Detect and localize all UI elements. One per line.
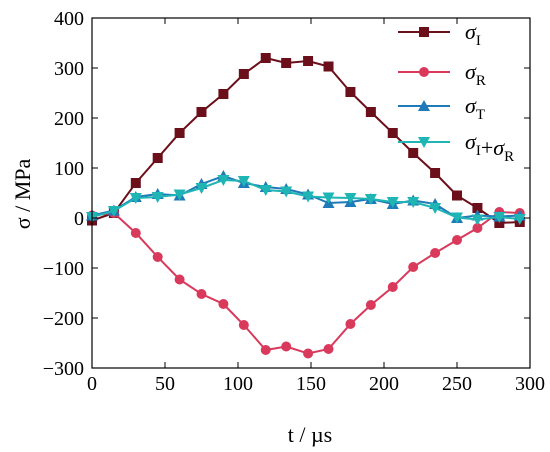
- x-tick-label: 250: [442, 373, 472, 395]
- data-point: [472, 203, 483, 213]
- y-axis-label: σ / MPa: [10, 159, 35, 230]
- data-point: [365, 300, 376, 310]
- data-point: [237, 176, 250, 187]
- data-point: [408, 148, 419, 158]
- x-axis-label: t / µs: [288, 422, 332, 447]
- data-point: [196, 289, 207, 299]
- data-point: [345, 319, 356, 329]
- x-tick-label: 300: [515, 373, 545, 395]
- data-point: [345, 87, 356, 97]
- x-tick-label: 200: [369, 373, 399, 395]
- x-tick-label: 0: [87, 373, 97, 395]
- data-point: [452, 235, 462, 245]
- data-point: [451, 212, 463, 224]
- x-tick-label: 50: [155, 373, 175, 395]
- data-point: [430, 168, 441, 178]
- data-point: [364, 194, 377, 205]
- data-point: [323, 61, 334, 72]
- x-tick-label: 150: [296, 373, 326, 395]
- legend-item: σT: [398, 93, 485, 123]
- data-point: [281, 58, 292, 68]
- data-point: [472, 223, 483, 233]
- data-point: [151, 192, 164, 203]
- data-point: [418, 100, 430, 111]
- data-point: [323, 344, 334, 354]
- y-tick-label: −100: [43, 258, 84, 280]
- series-line: [87, 53, 525, 228]
- data-point: [130, 178, 141, 188]
- data-point: [195, 183, 208, 194]
- data-point: [471, 214, 484, 226]
- data-point: [152, 153, 163, 163]
- data-point: [430, 248, 441, 258]
- data-point: [493, 212, 506, 223]
- data-point: [302, 191, 315, 203]
- data-point: [217, 175, 230, 186]
- y-tick-label: 100: [54, 158, 84, 180]
- legend-item: σI: [398, 19, 481, 49]
- y-tick-label: −200: [43, 308, 84, 330]
- data-point: [218, 89, 229, 99]
- legend-label: σT: [465, 93, 485, 123]
- x-tick-label: 100: [223, 373, 253, 395]
- legend-item: σI+σR: [398, 129, 514, 165]
- legend-label: σI+σR: [465, 129, 514, 165]
- data-point: [407, 197, 420, 208]
- data-point: [322, 192, 335, 204]
- data-point: [107, 206, 120, 217]
- data-point: [365, 107, 376, 117]
- data-point: [387, 282, 398, 292]
- data-point: [260, 53, 271, 63]
- y-tick-label: −300: [43, 358, 84, 380]
- y-tick-label: 300: [54, 58, 84, 80]
- data-point: [408, 262, 419, 272]
- legend: σI σR σT σI+σR: [398, 19, 514, 165]
- data-point: [344, 193, 357, 204]
- data-point: [260, 345, 271, 355]
- data-point: [386, 197, 399, 208]
- data-point: [281, 341, 292, 352]
- data-point: [174, 274, 185, 285]
- y-tick-label: 200: [54, 108, 84, 130]
- data-point: [387, 128, 398, 138]
- data-point: [238, 320, 249, 330]
- data-point: [174, 128, 185, 138]
- y-tick-label: 400: [54, 8, 84, 30]
- data-point: [452, 190, 462, 201]
- series-line: [87, 207, 525, 359]
- series-line: [86, 175, 526, 226]
- legend-item: σR: [398, 59, 486, 89]
- data-point: [152, 252, 163, 262]
- data-point: [303, 56, 314, 66]
- data-point: [218, 299, 229, 309]
- legend-label: σR: [465, 59, 486, 89]
- data-point: [196, 107, 207, 117]
- data-point: [429, 203, 442, 214]
- axes: 0 50 100 150 200 250 300 400 300 200 100 0 −100 −200 −…: [43, 8, 545, 395]
- series-path: [91, 210, 520, 355]
- data-point: [259, 185, 272, 196]
- data-point: [419, 67, 429, 77]
- legend-label: σI: [465, 19, 481, 49]
- data-point: [129, 193, 142, 204]
- data-point: [419, 27, 429, 37]
- data-point: [280, 186, 293, 198]
- data-point: [238, 69, 249, 79]
- plot-area: [86, 53, 526, 359]
- data-point: [513, 214, 526, 225]
- data-point: [303, 348, 314, 359]
- data-point: [418, 137, 430, 148]
- y-tick-label: 0: [74, 208, 84, 230]
- data-point: [173, 189, 186, 201]
- data-point: [130, 228, 141, 238]
